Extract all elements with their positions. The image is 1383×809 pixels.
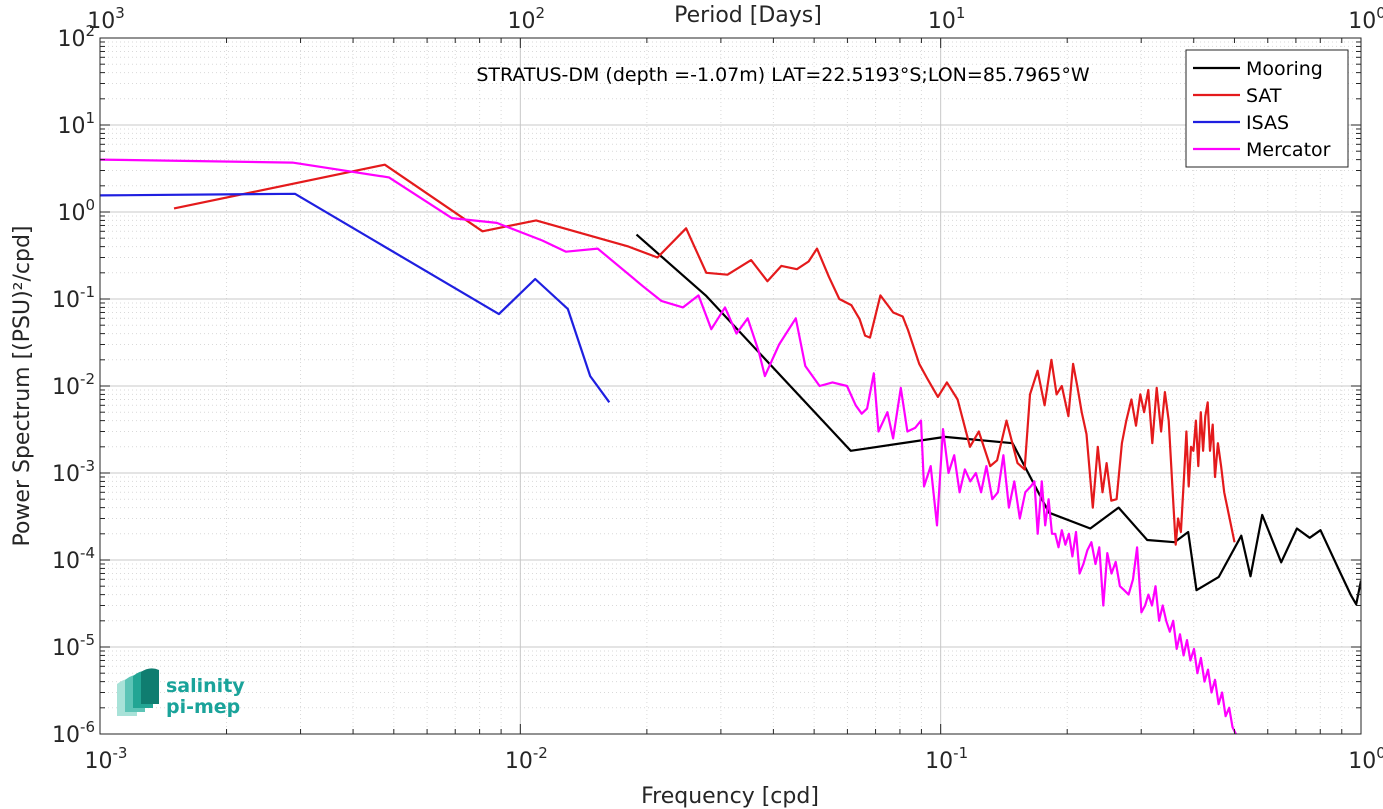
series-line-sat bbox=[173, 163, 1236, 546]
y-tick-labels: 10-6 10-5 10-4 10-3 10-2 10-1 100 101 102 bbox=[52, 22, 95, 748]
x2-axis-label: Period [Days] bbox=[674, 3, 822, 28]
y-axis-label: Power Spectrum [(PSU)²/cpd] bbox=[10, 225, 35, 546]
x2-tick-label: 102 bbox=[508, 4, 546, 34]
x-axis-label: Frequency [cpd] bbox=[641, 784, 819, 809]
logo-text-pimep: pi-mep bbox=[166, 696, 240, 718]
x-tick-label: 100 bbox=[1348, 744, 1383, 774]
ticks-layer bbox=[99, 37, 1362, 735]
y-tick-label: 10-5 bbox=[52, 631, 95, 661]
legend: Mooring SAT ISAS Mercator bbox=[1185, 49, 1349, 168]
chart-title: STRATUS-DM (depth =-1.07m) LAT=22.5193°S… bbox=[476, 64, 1090, 86]
y-tick-label: 10-1 bbox=[52, 283, 95, 313]
legend-label-mooring: Mooring bbox=[1246, 58, 1323, 80]
x-tick-labels: 10-3 10-2 10-1 100 bbox=[85, 744, 1383, 774]
x2-tick-labels: 103 102 101 100 bbox=[87, 4, 1383, 34]
x-tick-label: 10-2 bbox=[505, 744, 548, 774]
y-tick-label: 10-3 bbox=[52, 457, 95, 487]
y-tick-label: 10-2 bbox=[52, 370, 95, 400]
x2-tick-label: 101 bbox=[928, 4, 966, 34]
x-tick-label: 10-1 bbox=[925, 744, 968, 774]
series-line-mercator bbox=[100, 158, 1237, 734]
salinity-pi-mep-logo: salinity pi-mep bbox=[117, 668, 245, 718]
x2-tick-label: 100 bbox=[1348, 4, 1383, 34]
logo-text-salinity: salinity bbox=[166, 675, 245, 697]
x-tick-label: 10-3 bbox=[85, 744, 128, 774]
legend-label-mercator: Mercator bbox=[1246, 139, 1331, 161]
legend-box bbox=[1185, 49, 1349, 168]
y-tick-label: 10-6 bbox=[52, 718, 95, 748]
y-tick-label: 101 bbox=[57, 109, 95, 139]
series-layer bbox=[100, 158, 1361, 734]
logo-mark-icon bbox=[117, 668, 159, 716]
legend-label-isas: ISAS bbox=[1246, 112, 1289, 134]
y-tick-label: 10-4 bbox=[52, 544, 95, 574]
x2-tick-label: 103 bbox=[87, 4, 125, 34]
y-tick-label: 102 bbox=[57, 22, 95, 52]
y-tick-label: 100 bbox=[57, 196, 95, 226]
series-line-isas bbox=[100, 192, 611, 403]
legend-label-sat: SAT bbox=[1246, 85, 1282, 107]
